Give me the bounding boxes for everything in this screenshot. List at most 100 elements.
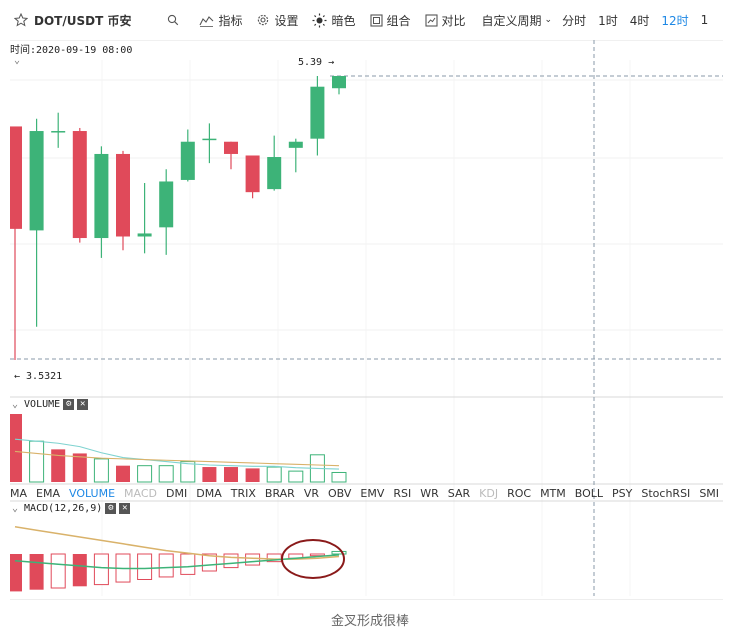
indicator-tab-rsi[interactable]: RSI	[393, 486, 412, 500]
collapse-chevron-icon[interactable]: ⌄	[14, 55, 21, 66]
theme-label: 暗色	[331, 13, 356, 28]
macd-histogram-bar	[331, 550, 347, 555]
indicator-tab-sar[interactable]: SAR	[447, 486, 471, 500]
close-icon[interactable]: ✕	[77, 399, 89, 410]
combine-button[interactable]: 组合	[369, 12, 411, 29]
indicator-tab-mtm[interactable]: MTM	[540, 486, 566, 500]
search-icon	[168, 14, 179, 26]
settings-button[interactable]: 设置	[256, 12, 298, 29]
candle-body	[245, 155, 260, 193]
indicator-tab-trix[interactable]: TRIX	[230, 486, 256, 500]
macd-histogram-bar	[93, 553, 109, 586]
volume-bar	[51, 449, 66, 482]
indicator-tab-boll[interactable]: BOLL	[574, 486, 604, 500]
candle-body	[51, 131, 66, 133]
indicator-tab-vr[interactable]: VR	[303, 486, 319, 500]
indicator-tab-brar[interactable]: BRAR	[264, 486, 295, 500]
candle-body	[202, 138, 217, 141]
candle-body	[288, 141, 303, 148]
chart-toolbar: DOT/USDT 币安 指标 设置	[10, 0, 723, 41]
chart-frame: DOT/USDT 币安 指标 设置	[10, 0, 723, 600]
time-option[interactable]: 4时	[629, 13, 650, 28]
indicator-tab-kdj[interactable]: KDJ	[479, 486, 499, 500]
volume-bar	[202, 467, 217, 482]
frame-bottom-border	[10, 599, 723, 600]
search-button[interactable]	[167, 14, 183, 26]
custom-period-label: 自定义周期	[481, 13, 542, 28]
volume-bar	[116, 465, 130, 482]
high-price-label: 5.39 →	[298, 57, 335, 68]
volume-bar	[137, 465, 153, 483]
candle-body	[180, 141, 195, 180]
candle-body	[116, 153, 130, 237]
sun-icon	[312, 13, 327, 27]
candle-body	[137, 233, 152, 237]
indicator-tab-macd[interactable]: MACD	[124, 486, 158, 500]
volume-bar	[180, 461, 196, 483]
indicator-tab-dmi[interactable]: DMI	[166, 486, 188, 500]
low-price-label: ← 3.5321	[14, 371, 63, 382]
golden-cross-highlight-ellipse	[281, 539, 345, 579]
time-option[interactable]: 分时	[562, 13, 587, 28]
indicator-tab-dma[interactable]: DMA	[196, 486, 222, 500]
gear-icon	[258, 14, 269, 26]
candle-body	[72, 131, 87, 239]
volume-bar	[10, 414, 22, 482]
theme-button[interactable]: 暗色	[312, 12, 356, 29]
chevron-down-icon: ⌄	[544, 15, 553, 25]
candle-body	[94, 153, 109, 239]
compare-label: 对比	[441, 13, 466, 28]
candle-body	[29, 131, 44, 231]
macd-histogram-bar	[158, 553, 174, 578]
macd-histogram-bar	[180, 553, 196, 575]
candle-body	[267, 157, 282, 190]
macd-histogram-bar	[309, 553, 325, 557]
volume-bar	[93, 458, 109, 483]
volume-bar	[224, 467, 238, 482]
candle-body	[159, 181, 174, 228]
volume-bar	[288, 470, 304, 483]
candle-body	[332, 76, 346, 89]
indicator-chart-icon	[199, 15, 214, 27]
candle-body	[310, 86, 325, 139]
indicator-tab-emv[interactable]: EMV	[360, 486, 385, 500]
indicator-tab-volume[interactable]: VOLUME	[68, 486, 116, 500]
time-option-active[interactable]: 12时	[661, 13, 689, 28]
volume-bar	[331, 471, 347, 483]
indicator-tab-stochrsi[interactable]: StochRSI	[641, 486, 691, 500]
chart-area[interactable]: 时间:2020-09-19 08:00 ⌄ 5.39 → ← 3.5321 ⌄ …	[10, 40, 723, 600]
indicator-tab-obv[interactable]: OBV	[328, 486, 352, 500]
candle-body	[224, 141, 238, 154]
symbol-selector[interactable]: DOT/USDT 币安	[14, 12, 131, 29]
volume-bar	[72, 453, 87, 482]
indicator-tab-ema[interactable]: EMA	[36, 486, 60, 500]
custom-period-dropdown[interactable]: 自定义周期 ⌄	[482, 12, 553, 29]
close-icon[interactable]: ✕	[119, 503, 131, 514]
indicator-tab-psy[interactable]: PSY	[612, 486, 633, 500]
image-caption: 金叉形成很棒	[330, 614, 409, 629]
layout-icon	[369, 13, 383, 27]
crosshair-time-label: 时间:2020-09-19 08:00	[10, 45, 133, 56]
indicator-tab-wr[interactable]: WR	[420, 486, 439, 500]
macd-histogram-bar	[50, 553, 66, 589]
candlestick-chart[interactable]	[10, 40, 723, 600]
chevron-down-icon[interactable]: ⌄	[12, 503, 19, 514]
time-option[interactable]: 1时	[598, 13, 618, 28]
indicator-tab-smi[interactable]: SMI	[699, 486, 720, 500]
gear-icon[interactable]: ⚙	[63, 399, 75, 410]
indicator-tab-bar: MA EMA VOLUME MACD DMI DMA TRIX BRAR VR OBV EMV RSI…	[10, 484, 723, 502]
compare-button[interactable]: 对比	[424, 12, 466, 29]
chevron-down-icon[interactable]: ⌄	[12, 399, 19, 410]
time-option[interactable]: 1	[700, 13, 709, 27]
gear-icon[interactable]: ⚙	[105, 503, 117, 514]
symbol-label: DOT/USDT 币安	[34, 13, 132, 28]
indicator-tab-ma[interactable]: MA	[10, 486, 28, 500]
indicator-tab-roc[interactable]: ROC	[507, 486, 532, 500]
star-icon[interactable]	[14, 13, 28, 27]
compare-icon	[424, 13, 438, 27]
volume-bar	[245, 468, 260, 482]
volume-ma-line	[14, 450, 340, 467]
volume-ma-line	[14, 438, 340, 470]
macd-histogram-bar	[201, 553, 217, 572]
indicators-button[interactable]: 指标	[199, 12, 242, 29]
